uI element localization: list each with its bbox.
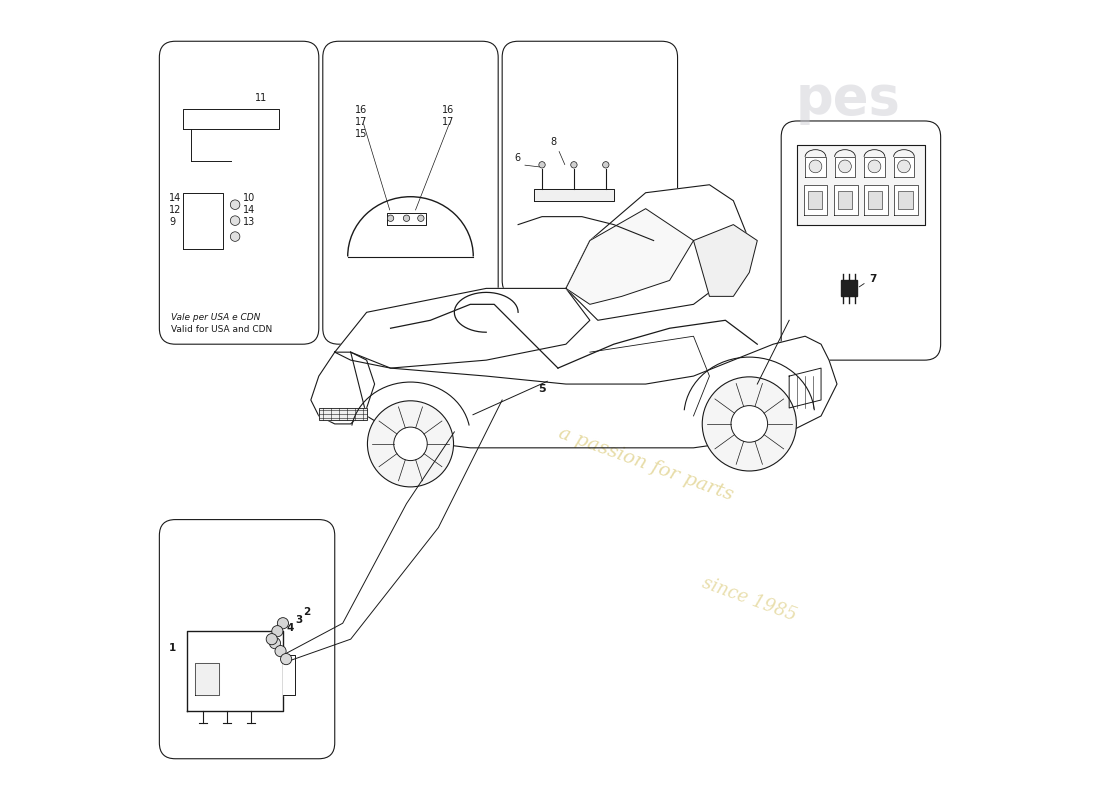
Text: 12: 12 bbox=[169, 205, 182, 214]
Polygon shape bbox=[195, 663, 219, 695]
Circle shape bbox=[539, 162, 546, 168]
Polygon shape bbox=[184, 193, 223, 249]
Polygon shape bbox=[334, 288, 590, 368]
Text: 1: 1 bbox=[169, 643, 176, 653]
Text: pes: pes bbox=[796, 73, 901, 125]
Circle shape bbox=[277, 618, 288, 629]
Circle shape bbox=[280, 654, 292, 665]
Circle shape bbox=[230, 216, 240, 226]
Text: 3: 3 bbox=[295, 615, 302, 626]
Polygon shape bbox=[565, 209, 693, 304]
Circle shape bbox=[868, 160, 881, 173]
Circle shape bbox=[571, 162, 578, 168]
Polygon shape bbox=[865, 185, 888, 215]
Circle shape bbox=[266, 634, 277, 645]
Text: 8: 8 bbox=[550, 137, 557, 147]
Text: 6: 6 bbox=[514, 153, 520, 163]
Polygon shape bbox=[803, 185, 827, 215]
Polygon shape bbox=[351, 336, 837, 448]
Polygon shape bbox=[535, 189, 614, 201]
Text: 13: 13 bbox=[243, 217, 255, 226]
Polygon shape bbox=[311, 352, 375, 424]
FancyBboxPatch shape bbox=[160, 42, 319, 344]
FancyBboxPatch shape bbox=[503, 42, 678, 296]
Circle shape bbox=[898, 160, 911, 173]
FancyBboxPatch shape bbox=[781, 121, 940, 360]
Bar bbox=[899, 191, 913, 209]
Polygon shape bbox=[693, 225, 757, 296]
Polygon shape bbox=[865, 157, 884, 177]
Circle shape bbox=[810, 160, 822, 173]
Text: 5: 5 bbox=[538, 384, 546, 394]
Polygon shape bbox=[283, 655, 295, 695]
Text: 15: 15 bbox=[354, 129, 367, 139]
Circle shape bbox=[418, 215, 424, 222]
Circle shape bbox=[387, 215, 394, 222]
Polygon shape bbox=[894, 185, 918, 215]
Text: a passion for parts: a passion for parts bbox=[556, 424, 736, 504]
Polygon shape bbox=[798, 145, 925, 225]
Circle shape bbox=[394, 427, 427, 461]
Circle shape bbox=[275, 646, 286, 657]
Text: 10: 10 bbox=[243, 193, 255, 202]
Polygon shape bbox=[834, 185, 858, 215]
Bar bbox=[868, 191, 882, 209]
Text: 2: 2 bbox=[302, 607, 310, 618]
Text: 11: 11 bbox=[255, 93, 267, 103]
Bar bbox=[807, 191, 822, 209]
Circle shape bbox=[367, 401, 453, 487]
Polygon shape bbox=[184, 109, 279, 129]
Circle shape bbox=[838, 160, 851, 173]
Circle shape bbox=[230, 200, 240, 210]
Circle shape bbox=[404, 215, 409, 222]
Text: 17: 17 bbox=[354, 117, 367, 127]
Polygon shape bbox=[842, 281, 857, 296]
Text: Valid for USA and CDN: Valid for USA and CDN bbox=[172, 326, 273, 334]
Polygon shape bbox=[319, 408, 366, 420]
Text: 7: 7 bbox=[869, 274, 877, 284]
Polygon shape bbox=[805, 157, 826, 177]
Text: 4: 4 bbox=[287, 623, 295, 633]
Circle shape bbox=[270, 638, 280, 649]
Text: 16: 16 bbox=[354, 105, 367, 115]
Polygon shape bbox=[835, 157, 856, 177]
Circle shape bbox=[230, 232, 240, 242]
Text: 14: 14 bbox=[169, 193, 182, 202]
FancyBboxPatch shape bbox=[322, 42, 498, 344]
Polygon shape bbox=[893, 157, 914, 177]
Text: since 1985: since 1985 bbox=[700, 574, 799, 625]
Text: 9: 9 bbox=[169, 217, 175, 226]
Bar bbox=[838, 191, 853, 209]
Circle shape bbox=[732, 406, 768, 442]
Text: 14: 14 bbox=[243, 205, 255, 214]
Circle shape bbox=[603, 162, 609, 168]
Text: Vale per USA e CDN: Vale per USA e CDN bbox=[172, 314, 261, 322]
Text: 16: 16 bbox=[442, 105, 454, 115]
Text: 17: 17 bbox=[442, 117, 454, 127]
Polygon shape bbox=[187, 631, 283, 711]
FancyBboxPatch shape bbox=[160, 519, 334, 758]
Circle shape bbox=[272, 626, 283, 637]
Polygon shape bbox=[565, 185, 749, 320]
Circle shape bbox=[702, 377, 796, 471]
Polygon shape bbox=[386, 213, 427, 225]
